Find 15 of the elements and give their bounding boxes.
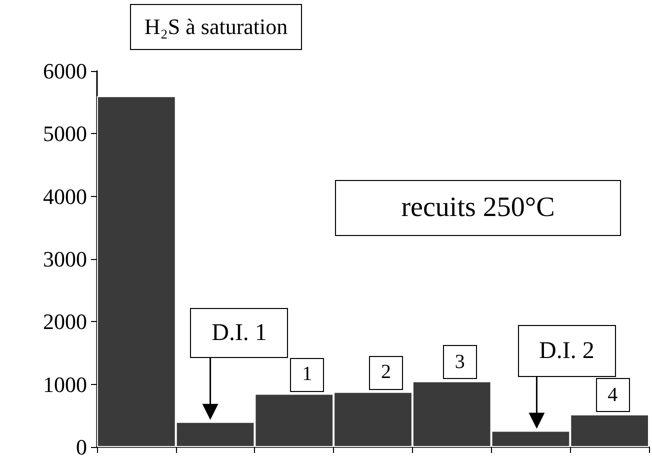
text-box: D.I. 2: [518, 325, 616, 377]
text-box: 4: [596, 378, 630, 412]
y-tick-label: 4000: [43, 184, 87, 209]
y-tick-label: 2000: [43, 309, 87, 334]
text-box: 1: [290, 358, 324, 392]
text-box: H₂S à saturation: [130, 4, 302, 50]
y-tick-label: 0: [76, 434, 87, 458]
y-tick-label: 3000: [43, 246, 87, 272]
text-box: recuits 250°C: [335, 180, 621, 236]
y-tick-label: 6000: [43, 58, 87, 84]
y-tick-label: 1000: [43, 372, 87, 397]
text-box: 2: [369, 356, 403, 390]
text-box: D.I. 1: [190, 308, 288, 358]
y-tick-label: 5000: [43, 121, 87, 146]
text-box: 3: [442, 345, 477, 380]
